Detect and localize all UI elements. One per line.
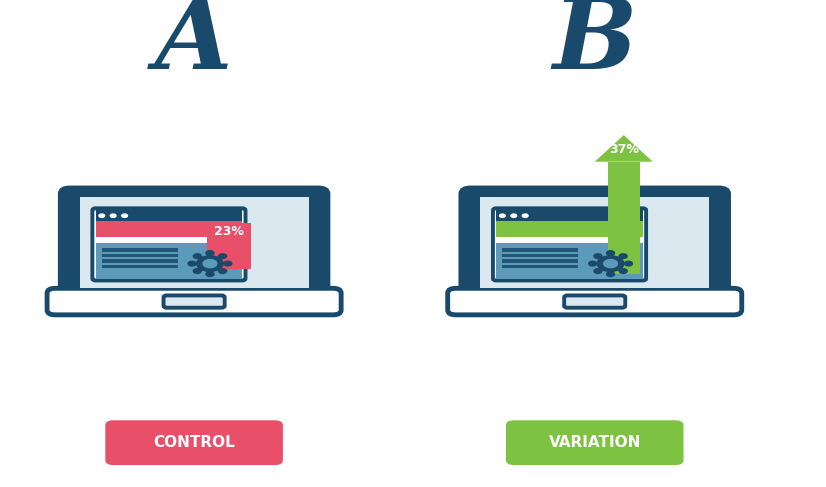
Circle shape bbox=[206, 251, 214, 255]
Circle shape bbox=[219, 269, 226, 273]
Text: VARIATION: VARIATION bbox=[548, 435, 641, 450]
FancyBboxPatch shape bbox=[448, 288, 742, 315]
Circle shape bbox=[193, 269, 202, 273]
Circle shape bbox=[219, 254, 226, 259]
Circle shape bbox=[188, 261, 196, 266]
FancyBboxPatch shape bbox=[93, 208, 245, 281]
Bar bbox=[79, 197, 309, 288]
Circle shape bbox=[606, 251, 615, 255]
Bar bbox=[102, 248, 178, 252]
Bar bbox=[502, 248, 578, 252]
Circle shape bbox=[121, 214, 127, 217]
FancyBboxPatch shape bbox=[164, 296, 225, 308]
Bar bbox=[496, 221, 643, 237]
FancyBboxPatch shape bbox=[47, 288, 341, 315]
Circle shape bbox=[604, 260, 618, 268]
Circle shape bbox=[224, 261, 232, 266]
Bar bbox=[608, 162, 640, 274]
Bar bbox=[496, 210, 643, 221]
Bar bbox=[96, 243, 242, 279]
Circle shape bbox=[193, 254, 202, 259]
Circle shape bbox=[594, 269, 602, 273]
Bar bbox=[96, 210, 242, 221]
FancyBboxPatch shape bbox=[493, 208, 646, 281]
Circle shape bbox=[203, 260, 217, 268]
Circle shape bbox=[500, 214, 506, 217]
Text: B: B bbox=[553, 0, 637, 90]
Bar bbox=[502, 265, 578, 268]
Bar bbox=[207, 223, 251, 269]
Text: A: A bbox=[155, 0, 233, 90]
Text: CONTROL: CONTROL bbox=[154, 435, 235, 450]
Bar bbox=[102, 265, 178, 268]
Bar bbox=[102, 260, 178, 263]
Circle shape bbox=[522, 214, 528, 217]
Circle shape bbox=[99, 214, 105, 217]
Circle shape bbox=[597, 256, 624, 271]
Polygon shape bbox=[595, 135, 653, 162]
Circle shape bbox=[511, 214, 516, 217]
Circle shape bbox=[620, 269, 627, 273]
Bar bbox=[502, 260, 578, 263]
Circle shape bbox=[594, 254, 602, 259]
Text: 37%: 37% bbox=[609, 143, 638, 156]
Bar bbox=[496, 243, 643, 279]
Circle shape bbox=[589, 261, 596, 266]
Bar bbox=[502, 254, 578, 258]
FancyBboxPatch shape bbox=[60, 188, 328, 299]
Circle shape bbox=[206, 272, 214, 277]
Circle shape bbox=[606, 272, 615, 277]
Circle shape bbox=[620, 254, 627, 259]
Circle shape bbox=[111, 214, 116, 217]
Circle shape bbox=[197, 256, 223, 271]
FancyBboxPatch shape bbox=[105, 420, 282, 465]
FancyBboxPatch shape bbox=[461, 188, 729, 299]
Text: 23%: 23% bbox=[214, 225, 244, 238]
Bar bbox=[96, 221, 242, 237]
FancyBboxPatch shape bbox=[564, 296, 625, 308]
Bar bbox=[480, 197, 710, 288]
Bar bbox=[102, 254, 178, 258]
FancyBboxPatch shape bbox=[506, 420, 683, 465]
Circle shape bbox=[624, 261, 633, 266]
